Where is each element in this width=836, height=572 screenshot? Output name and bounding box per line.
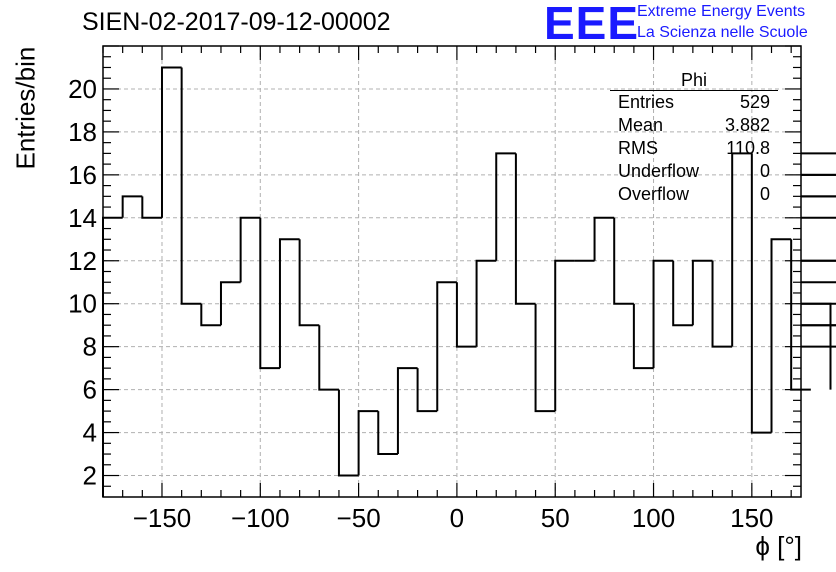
logo-line-2: La Scienza nelle Scuole <box>637 24 808 41</box>
histogram-bin <box>455 282 477 348</box>
logo-line-1: Extreme Energy Events <box>637 3 806 20</box>
tick-labels: −150 −100 −50 0 50 100 150 2 4 6 8 10 12 14 16 18 20 <box>68 74 773 533</box>
axis-ticks <box>102 45 801 497</box>
y-tick-label: 20 <box>68 74 97 104</box>
stats-value: 0 <box>759 184 770 204</box>
stats-box: Phi Entries 529 Mean 3.882 RMS 110.8 Und… <box>610 70 778 206</box>
x-axis-label: ϕ [°] <box>755 531 802 561</box>
histogram-bin <box>495 152 516 261</box>
x-tick-label: 50 <box>541 503 570 533</box>
y-tick-label: 8 <box>83 332 97 362</box>
histogram-bin <box>593 216 615 261</box>
histogram-bin <box>801 195 836 198</box>
histogram-bin <box>613 217 634 305</box>
histogram-bin <box>337 389 359 477</box>
x-tick-label: 150 <box>730 503 773 533</box>
histogram-bin <box>396 367 418 455</box>
x-tick-label: −50 <box>337 503 381 533</box>
histogram-bin <box>801 324 836 327</box>
histogram-bin <box>691 259 713 326</box>
stats-row-mean: Mean 3.882 <box>610 114 778 137</box>
stats-row-rms: RMS 110.8 <box>610 137 778 160</box>
stats-value: 529 <box>739 92 770 112</box>
histogram-bin <box>180 67 202 305</box>
x-tick-label: −100 <box>231 503 290 533</box>
y-axis-label: Entries/bin <box>10 46 41 170</box>
histogram-bin <box>298 239 320 327</box>
stats-row-overflow: Overflow 0 <box>610 183 778 206</box>
histogram-bin <box>801 281 836 284</box>
stats-row-entries: Entries 529 <box>610 91 778 114</box>
histogram-bin <box>801 173 836 176</box>
histogram-bin <box>652 259 674 369</box>
y-tick-label: 10 <box>68 289 97 319</box>
histogram-bin <box>711 260 733 348</box>
stats-value: 0 <box>759 161 770 181</box>
histogram-bin <box>554 259 575 412</box>
histogram-bin <box>770 238 792 433</box>
histogram-bin <box>801 345 836 348</box>
histogram-bin <box>121 195 143 218</box>
histogram-bin <box>219 281 241 326</box>
stats-label: Overflow <box>618 184 690 204</box>
histogram-bin <box>514 153 536 305</box>
stats-title: Phi <box>610 70 778 91</box>
y-tick-label: 18 <box>68 117 97 147</box>
y-tick-label: 16 <box>68 160 97 190</box>
histogram-bin <box>141 196 162 219</box>
histogram-bin <box>534 303 556 413</box>
histogram-bin <box>475 259 497 347</box>
histogram-bin <box>731 152 752 347</box>
histogram-bin <box>357 410 379 476</box>
histogram-bin <box>259 217 280 370</box>
histogram-bin <box>801 259 836 262</box>
x-tick-label: −150 <box>133 503 192 533</box>
x-tick-label: 100 <box>632 503 675 533</box>
stats-label: Mean <box>618 115 664 135</box>
stats-row-underflow: Underflow 0 <box>610 160 778 183</box>
histogram-bin <box>200 303 221 327</box>
y-tick-label: 12 <box>68 246 97 276</box>
histogram-bin <box>239 216 261 283</box>
x-tick-label: 0 <box>450 503 464 533</box>
histogram-bin <box>160 66 182 218</box>
chart-title: SIEN-02-2017-09-12-00002 <box>82 8 391 36</box>
stats-label: RMS <box>618 138 658 158</box>
stats-label: Entries <box>618 92 675 112</box>
stats-value: 3.882 <box>724 115 770 135</box>
stats-value: 110.8 <box>726 138 770 158</box>
histogram-bin <box>632 303 654 370</box>
histogram-bin <box>278 238 300 369</box>
y-tick-label: 4 <box>83 418 97 448</box>
histogram-bin <box>672 260 693 327</box>
histogram-bin <box>416 368 438 413</box>
eee-logo-mark: EEE <box>544 0 640 49</box>
stats-label: Underflow <box>618 161 700 181</box>
y-tick-label: 14 <box>68 203 97 233</box>
histogram-bin <box>750 153 772 434</box>
y-tick-label: 6 <box>83 375 97 405</box>
histogram-bin <box>801 152 836 155</box>
histogram-bin <box>377 411 398 456</box>
histogram-bin <box>436 281 457 412</box>
y-tick-label: 2 <box>83 461 97 491</box>
histogram-bin <box>318 325 339 391</box>
